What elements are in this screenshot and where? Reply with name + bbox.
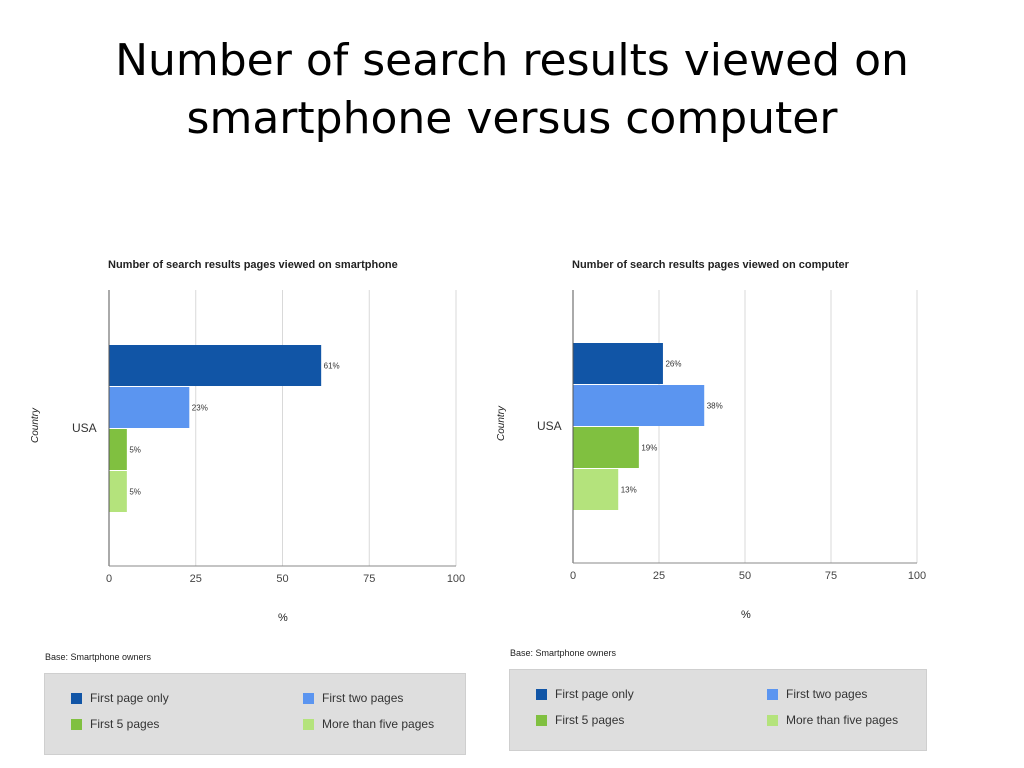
bar bbox=[573, 343, 663, 384]
legend-swatch bbox=[767, 688, 778, 700]
x-tick-label: 75 bbox=[825, 570, 837, 582]
x-tick-label: 25 bbox=[190, 573, 202, 585]
legend-item: More than five pages bbox=[767, 713, 898, 727]
legend-item: More than five pages bbox=[303, 717, 434, 731]
chart-plot-area: 0 25 50 75 100 61% 23% 5% 5% bbox=[106, 290, 465, 585]
legend-swatch bbox=[767, 714, 778, 726]
legend-label: More than five pages bbox=[786, 713, 899, 727]
chart-title: Number of search results pages viewed on… bbox=[572, 259, 849, 271]
chart-plot-area: 0 25 50 75 100 26% 38% 19% 13% bbox=[570, 290, 926, 582]
data-label: 26% bbox=[665, 360, 681, 369]
bar bbox=[573, 469, 619, 510]
legend-item: First 5 pages bbox=[71, 717, 159, 731]
legend-label: First two pages bbox=[786, 687, 868, 701]
bar bbox=[109, 387, 190, 428]
legend-label: First 5 pages bbox=[90, 717, 160, 731]
legend-item: First 5 pages bbox=[536, 713, 624, 727]
legend: First page only First two pages First 5 … bbox=[509, 669, 927, 751]
legend-swatch bbox=[71, 718, 82, 730]
x-axis-title: % bbox=[741, 609, 751, 621]
data-label: 19% bbox=[641, 444, 657, 453]
legend-label: First 5 pages bbox=[555, 713, 625, 727]
x-tick-label: 75 bbox=[363, 573, 375, 585]
data-label: 5% bbox=[129, 446, 141, 455]
bar bbox=[109, 345, 322, 386]
x-axis-title: % bbox=[278, 612, 288, 624]
slide-title-line-1: Number of search results viewed on bbox=[115, 35, 909, 86]
x-tick-label: 50 bbox=[276, 573, 288, 585]
legend-swatch bbox=[536, 714, 547, 726]
legend-label: More than five pages bbox=[322, 717, 435, 731]
bar bbox=[573, 385, 705, 426]
category-label: USA bbox=[72, 421, 97, 435]
legend-swatch bbox=[536, 688, 547, 700]
legend-label: First page only bbox=[555, 687, 634, 701]
legend: First page only First two pages First 5 … bbox=[44, 673, 466, 755]
legend-swatch bbox=[303, 692, 314, 704]
y-axis-title: Country bbox=[496, 405, 508, 442]
base-note: Base: Smartphone owners bbox=[45, 652, 152, 662]
x-tick-label: 25 bbox=[653, 570, 665, 582]
chart-title: Number of search results pages viewed on… bbox=[108, 259, 398, 271]
legend-label: First two pages bbox=[322, 691, 404, 705]
data-label: 23% bbox=[192, 404, 208, 413]
legend-swatch bbox=[71, 692, 82, 704]
base-note: Base: Smartphone owners bbox=[510, 648, 617, 658]
x-tick-label: 100 bbox=[447, 573, 465, 585]
category-label: USA bbox=[537, 419, 562, 433]
slide-title: Number of search results viewed on smart… bbox=[0, 32, 1024, 148]
bar bbox=[109, 471, 127, 512]
data-label: 61% bbox=[324, 362, 340, 371]
legend-item: First page only bbox=[71, 691, 169, 705]
legend-swatch bbox=[303, 718, 314, 730]
x-tick-label: 100 bbox=[908, 570, 926, 582]
bar bbox=[109, 429, 127, 470]
legend-item: First two pages bbox=[767, 687, 867, 701]
bar bbox=[573, 427, 639, 468]
x-tick-label: 50 bbox=[739, 570, 751, 582]
legend-item: First two pages bbox=[303, 691, 403, 705]
legend-item: First page only bbox=[536, 687, 634, 701]
data-label: 13% bbox=[621, 486, 637, 495]
legend-label: First page only bbox=[90, 691, 169, 705]
slide-title-line-2: smartphone versus computer bbox=[186, 93, 838, 144]
x-tick-label: 0 bbox=[570, 570, 576, 582]
data-label: 5% bbox=[129, 488, 141, 497]
x-tick-label: 0 bbox=[106, 573, 112, 585]
data-label: 38% bbox=[707, 402, 723, 411]
